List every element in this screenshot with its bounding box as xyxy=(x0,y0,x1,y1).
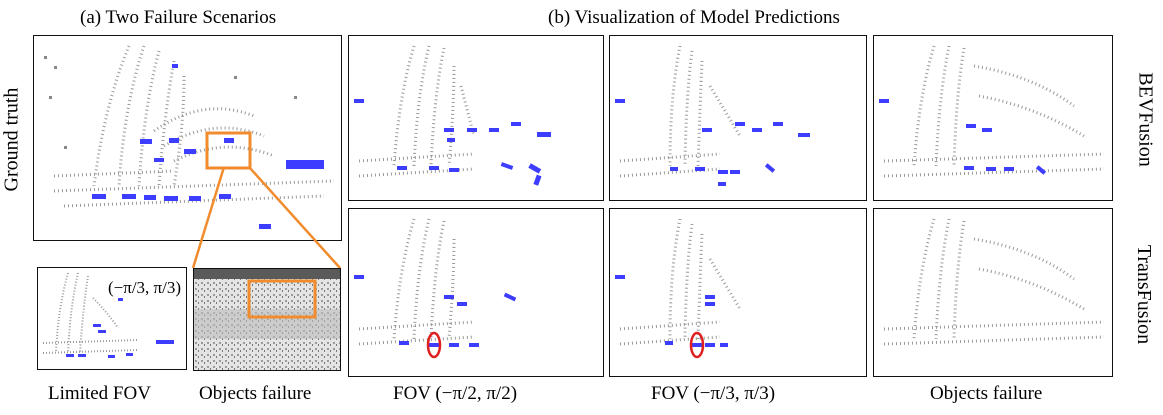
caption-objects-failure-b: Objects failure xyxy=(930,383,1043,404)
bevfusion-fov-half-pointcloud xyxy=(354,45,551,186)
zoom-panel xyxy=(193,268,341,371)
ground-truth-panel xyxy=(33,35,342,241)
row-label-bevfusion: BEVFusion xyxy=(1134,72,1157,167)
transfusion-fov-half-panel xyxy=(348,208,604,377)
caption-fov-third: FOV (−π/3, π/3) xyxy=(651,383,776,404)
caption-limited-fov: Limited FOV xyxy=(48,383,151,404)
bevfusion-fov-third-pointcloud xyxy=(615,45,810,186)
caption-fov-half: FOV (−π/2, π/2) xyxy=(393,383,518,404)
transfusion-objects-failure-panel xyxy=(873,208,1113,377)
fov-range-annotation: (−π/3, π/3) xyxy=(108,278,182,297)
ground-truth-pointcloud xyxy=(44,45,335,229)
row-label-ground-truth: Ground truth xyxy=(0,87,23,192)
limited-fov-panel xyxy=(37,267,187,370)
transfusion-fov-third-panel xyxy=(609,208,867,377)
panel-b-title: (b) Visualization of Model Predictions xyxy=(548,7,840,28)
bevfusion-fov-half-panel xyxy=(348,35,604,201)
bevfusion-objects-failure-panel xyxy=(873,35,1113,201)
bevfusion-fov-third-panel xyxy=(609,35,867,201)
caption-objects-failure-a: Objects failure xyxy=(199,383,312,404)
transfusion-fov-third-pointcloud xyxy=(615,218,742,359)
panel-a-title: (a) Two Failure Scenarios xyxy=(80,7,277,28)
bevfusion-objects-failure-pointcloud xyxy=(879,45,1105,178)
limited-fov-pointcloud xyxy=(42,272,174,358)
transfusion-objects-failure-pointcloud xyxy=(883,218,1105,346)
zoom-pointcloud xyxy=(194,269,340,370)
transfusion-fov-half-pointcloud xyxy=(354,218,517,359)
row-label-transfusion: TransFusion xyxy=(1133,244,1156,345)
